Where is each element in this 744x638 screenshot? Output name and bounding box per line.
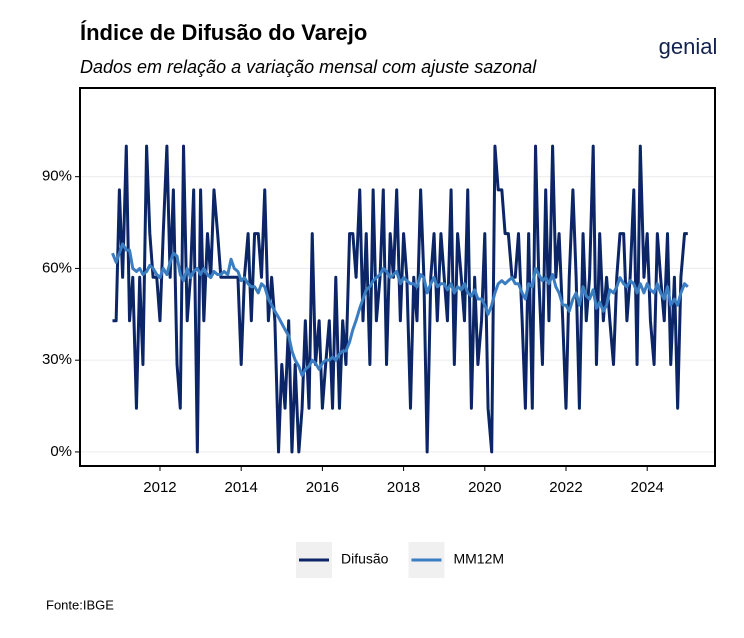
x-tick-label: 2022 xyxy=(549,479,582,496)
axes: 0% 30% 60% 90% 2012 2014 2016 2018 2020 2022 2024 xyxy=(42,168,664,496)
logo: genial xyxy=(659,34,718,59)
x-tick-label: 2020 xyxy=(468,479,501,496)
x-tick-label: 2018 xyxy=(387,479,420,496)
y-tick-label: 90% xyxy=(42,168,72,185)
y-tick-label: 60% xyxy=(42,259,72,276)
y-tick-label: 0% xyxy=(50,443,72,460)
plot xyxy=(111,144,689,454)
chart-subtitle: Dados em relação a variação mensal com a… xyxy=(80,57,537,77)
source: Fonte:IBGE xyxy=(46,597,114,612)
legend-label: MM12M xyxy=(453,551,504,567)
x-tick-label: 2016 xyxy=(306,479,339,496)
x-tick-label: 2024 xyxy=(631,479,664,496)
chart-title: Índice de Difusão do Varejo xyxy=(80,20,367,45)
y-tick-label: 30% xyxy=(42,351,72,368)
series-line xyxy=(111,242,689,377)
legend: Difusão MM12M xyxy=(296,542,504,578)
panel-border xyxy=(79,87,716,467)
series-line xyxy=(112,144,688,454)
x-tick-label: 2014 xyxy=(224,479,257,496)
x-tick-label: 2012 xyxy=(143,479,176,496)
legend-label: Difusão xyxy=(341,551,389,567)
